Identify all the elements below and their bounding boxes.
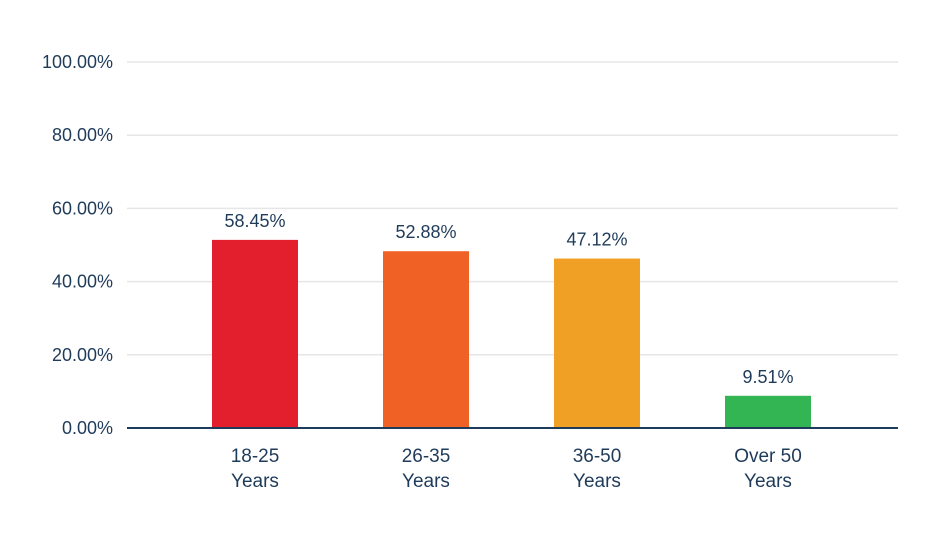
- x-tick-label: Years: [402, 471, 450, 492]
- x-tick-label: Years: [231, 471, 279, 492]
- y-tick-label: 60.00%: [52, 198, 113, 218]
- bar: [212, 239, 298, 428]
- y-tick-label: 20.00%: [52, 345, 113, 365]
- y-tick-label: 40.00%: [52, 272, 113, 292]
- x-tick-label: 18-25: [231, 446, 280, 467]
- bar-value-label: 47.12%: [566, 230, 627, 250]
- y-tick-label: 80.00%: [52, 125, 113, 145]
- bar-value-label: 9.51%: [742, 367, 793, 387]
- bars: [212, 239, 811, 428]
- bar-value-label: 52.88%: [395, 222, 456, 242]
- x-tick-label: Years: [744, 471, 792, 492]
- x-tick-label: Years: [573, 471, 621, 492]
- data-labels: 58.45% 52.88% 47.12% 9.51%: [224, 211, 793, 387]
- x-tick-label: 36-50: [573, 446, 622, 467]
- y-tick-label: 0.00%: [62, 418, 113, 438]
- x-axis-tick-labels: 18-25 Years 26-35 Years 36-50 Years Over 50 Yea…: [231, 446, 802, 492]
- x-tick-label: 26-35: [402, 446, 451, 467]
- bar: [554, 258, 640, 428]
- y-tick-label: 100.00%: [42, 52, 113, 72]
- bar: [383, 251, 469, 428]
- bar-value-label: 58.45%: [224, 211, 285, 231]
- bar: [725, 395, 811, 428]
- x-tick-label: Over 50: [734, 446, 802, 467]
- y-axis-tick-labels: 0.00% 20.00% 40.00% 60.00% 80.00% 100.00%: [42, 52, 113, 438]
